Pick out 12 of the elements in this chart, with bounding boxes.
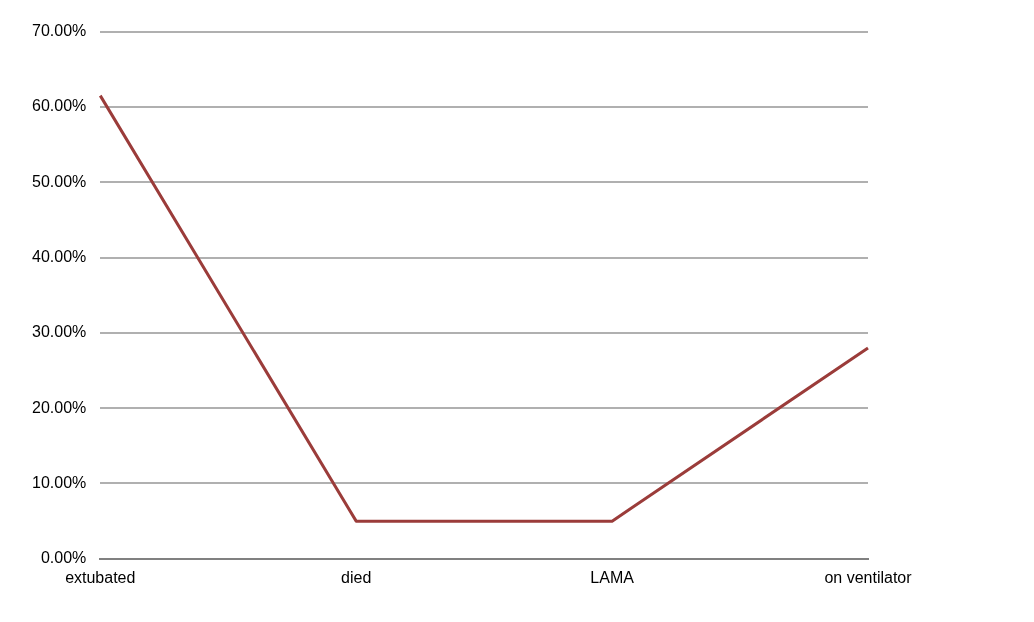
y-tick-label: 70.00% <box>32 22 87 40</box>
x-tick-label: extubated <box>65 568 136 586</box>
y-tick-label: 0.00% <box>40 549 87 567</box>
y-tick-label: 50.00% <box>32 172 87 190</box>
x-tick-label: on ventilator <box>824 568 913 586</box>
y-tick-label: 30.00% <box>32 323 87 341</box>
y-tick-label: 40.00% <box>32 247 87 265</box>
y-tick-label: 10.00% <box>32 473 87 491</box>
x-tick-label: LAMA <box>590 568 635 586</box>
x-tick-label: died <box>341 568 372 586</box>
y-tick-label: 60.00% <box>32 97 87 115</box>
y-tick-label: 20.00% <box>32 398 87 416</box>
